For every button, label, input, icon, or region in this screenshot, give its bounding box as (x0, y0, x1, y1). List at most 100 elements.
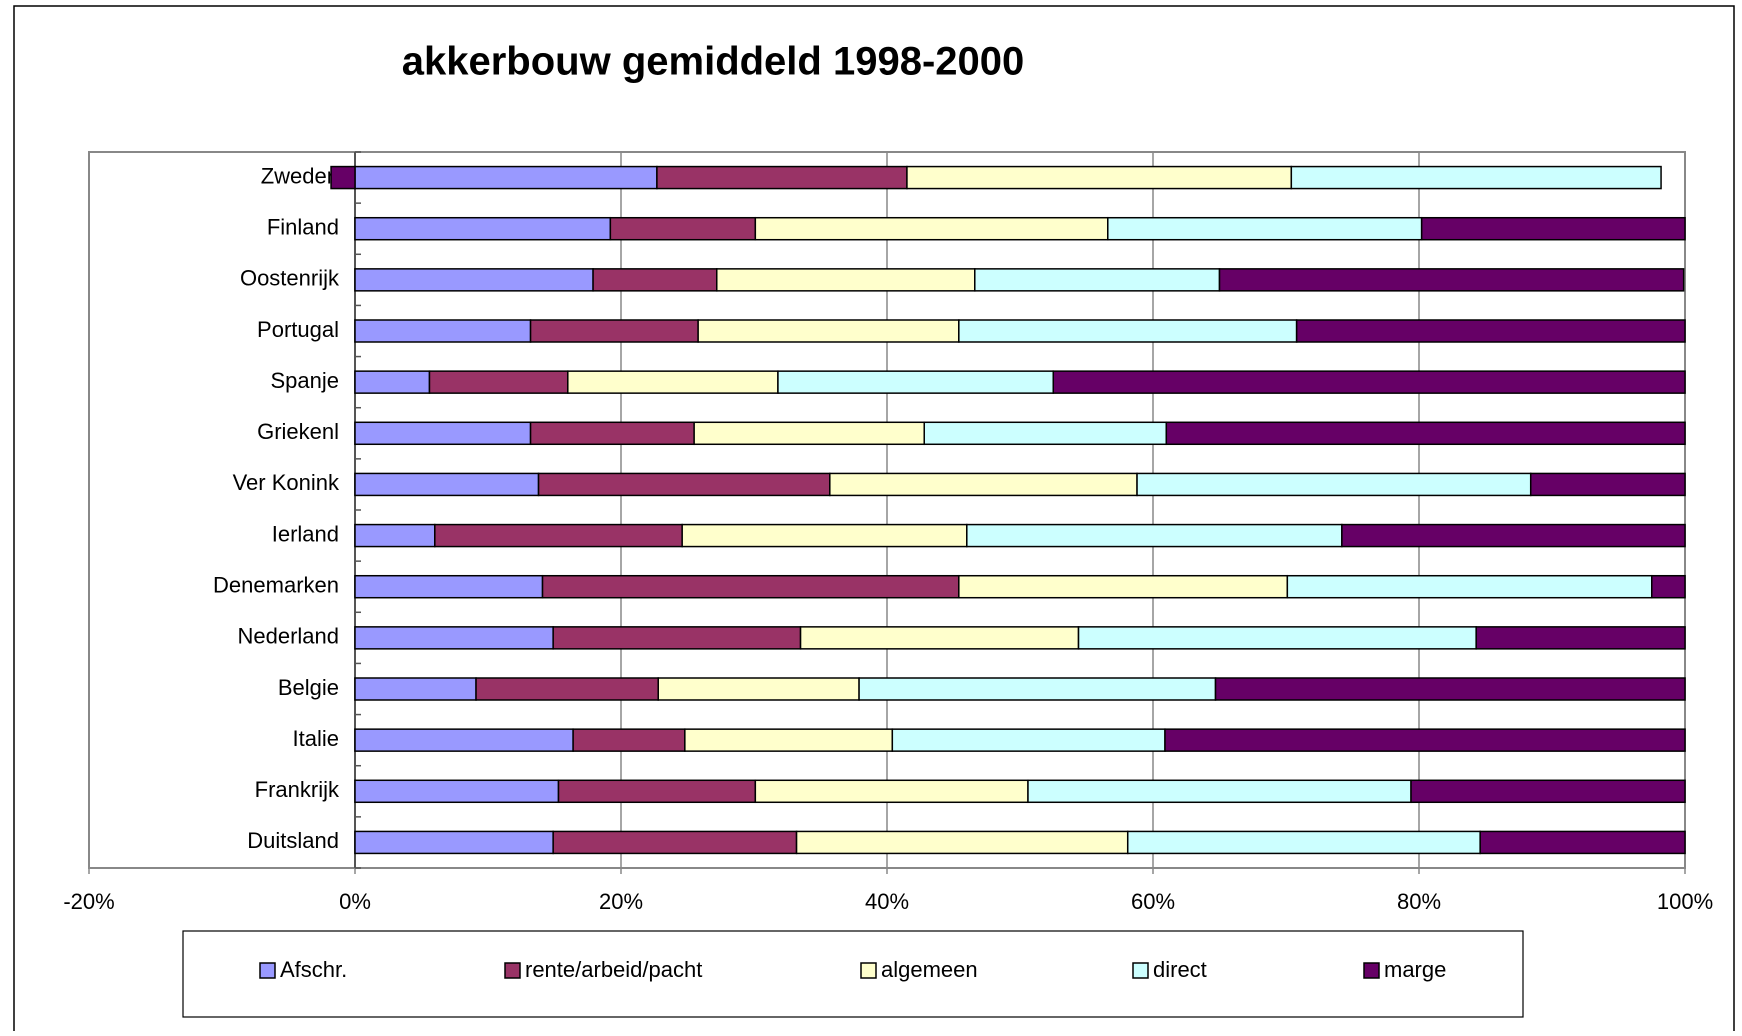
bar-segment (354, 319, 532, 343)
bar-segment (572, 728, 686, 752)
legend-label: algemeen (881, 957, 978, 982)
bar-segment (1214, 677, 1686, 701)
bar-segment (529, 421, 695, 446)
legend-swatch (259, 962, 276, 979)
bar-segment (354, 830, 554, 855)
bar-segment (354, 216, 612, 241)
y-tick-label: Griekenl (257, 419, 339, 444)
y-tick-label: Portugal (257, 317, 339, 342)
y-tick-label: Italie (293, 726, 339, 751)
bar-segment (529, 319, 699, 343)
bar-segment (1286, 574, 1653, 599)
y-tick-label: Ierland (272, 521, 339, 546)
bar-segment (354, 574, 544, 599)
bar-segment (974, 268, 1221, 292)
y-tick-label: Duitsland (247, 828, 339, 853)
bar-segment (541, 574, 960, 599)
bar-segment (1077, 626, 1477, 650)
x-tick-label: 100% (1657, 889, 1713, 914)
bar-segment (923, 421, 1168, 446)
x-tick-label: 20% (599, 889, 643, 914)
bar-segment (891, 728, 1166, 752)
bar-segment (354, 523, 436, 548)
legend-swatch (504, 962, 521, 979)
legend-swatch (860, 962, 877, 979)
bar-segment (537, 472, 831, 497)
bar-segment (1126, 830, 1481, 855)
bar-segment (1410, 779, 1686, 804)
bar-segment (354, 626, 554, 650)
y-tick-label: Belgie (278, 675, 339, 700)
bar-segment (354, 472, 540, 497)
bar-segment (754, 216, 1109, 241)
bar-segment (609, 216, 757, 241)
y-tick-label: Oostenrijk (240, 266, 340, 291)
bar-segment (1164, 728, 1686, 752)
bar-segment (354, 728, 574, 752)
legend-swatch (1132, 962, 1149, 979)
bar-segment (354, 165, 658, 190)
y-tick-label: Frankrijk (255, 777, 340, 802)
x-tick-label: 60% (1131, 889, 1175, 914)
chart-title: akkerbouw gemiddeld 1998-2000 (402, 40, 1025, 84)
bar-segment (684, 728, 894, 752)
bar-segment (958, 574, 1289, 599)
bar-segment (795, 830, 1129, 855)
bar-segment (1475, 626, 1686, 650)
bar-segment (475, 677, 659, 701)
bar-segment (1341, 523, 1686, 548)
bar-segment (1529, 472, 1686, 497)
legend-label: direct (1153, 957, 1207, 982)
y-tick-label: Finland (267, 215, 339, 240)
legend-box (182, 930, 1524, 1018)
bar-segment (716, 268, 976, 292)
bar-segment (1136, 472, 1532, 497)
bar-segment (657, 677, 860, 701)
bar-segment (958, 319, 1298, 343)
y-tick-label: Zweden (261, 163, 339, 188)
bar-segment (567, 370, 779, 394)
bar-segment (330, 165, 356, 190)
bar-segment (1651, 574, 1686, 599)
bar-segment (1027, 779, 1412, 804)
y-tick-label: Nederland (237, 624, 339, 649)
bar-segment (1290, 165, 1662, 190)
y-tick-label: Spanje (270, 368, 339, 393)
bar-segment (354, 779, 560, 804)
bar-segment (354, 421, 532, 446)
bar-segment (552, 626, 802, 650)
bar-segment (1052, 370, 1686, 394)
bar-segment (428, 370, 569, 394)
bar-segment (656, 165, 908, 190)
y-tick-label: Denemarken (213, 573, 339, 598)
legend-label: Afschr. (280, 957, 347, 982)
x-tick-label: 40% (865, 889, 909, 914)
bar-segment (697, 319, 960, 343)
bar-segment (434, 523, 683, 548)
bar-segment (681, 523, 968, 548)
bar-segment (552, 830, 798, 855)
x-tick-label: 0% (339, 889, 371, 914)
bar-segment (354, 268, 594, 292)
x-tick-label: -20% (63, 889, 114, 914)
bar-segment (966, 523, 1343, 548)
bar-segment (1218, 268, 1685, 292)
bar-segment (777, 370, 1054, 394)
y-tick-label: Ver Konink (233, 470, 340, 495)
bar-segment (858, 677, 1217, 701)
bar-segment (1165, 421, 1686, 446)
bar-segment (1479, 830, 1686, 855)
bar-segment (354, 677, 477, 701)
legend-label: marge (1384, 957, 1446, 982)
legend-label: rente/arbeid/pacht (525, 957, 702, 982)
bar-segment (754, 779, 1029, 804)
bar-segment (693, 421, 925, 446)
bar-segment (799, 626, 1080, 650)
bar-segment (592, 268, 718, 292)
bar-segment (354, 370, 431, 394)
bar-segment (1420, 216, 1686, 241)
bar-segment (557, 779, 757, 804)
bar-segment (906, 165, 1293, 190)
bar-segment (1295, 319, 1686, 343)
